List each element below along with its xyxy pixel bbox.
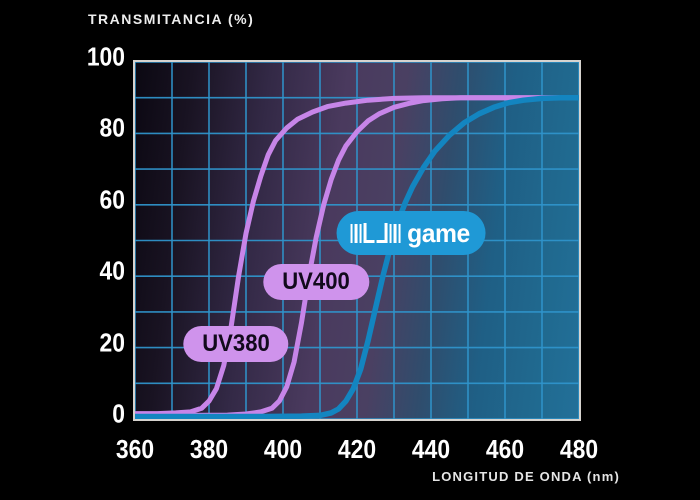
y-tick-label: 0 bbox=[112, 398, 125, 429]
y-tick-label: 40 bbox=[99, 255, 125, 286]
x-tick-label: 420 bbox=[337, 434, 377, 464]
x-tick-label: 440 bbox=[411, 434, 451, 464]
uvgame-badge: game bbox=[336, 211, 486, 256]
curve-uv380 bbox=[135, 95, 579, 417]
x-tick-label: 360 bbox=[115, 434, 155, 464]
curve-uv400 bbox=[135, 95, 579, 418]
uv380-badge: UV380 bbox=[183, 326, 289, 363]
plot-area: UV380 UV400 game bbox=[133, 60, 581, 421]
uv-barcode-icon bbox=[350, 222, 401, 243]
uv400-badge-label: UV400 bbox=[282, 267, 351, 295]
uv400-badge: UV400 bbox=[263, 263, 369, 300]
chart-title: TRANSMITANCIA (%) bbox=[88, 11, 255, 27]
x-tick-label: 480 bbox=[559, 434, 599, 464]
x-axis-label: LONGITUD DE ONDA (nm) bbox=[432, 469, 620, 484]
y-tick-label: 100 bbox=[86, 41, 125, 72]
x-tick-label: 400 bbox=[263, 434, 303, 464]
plot-svg bbox=[135, 62, 579, 419]
uv380-badge-label: UV380 bbox=[202, 330, 270, 358]
y-tick-label: 80 bbox=[99, 112, 125, 143]
uvgame-badge-label: game bbox=[406, 217, 470, 248]
x-tick-label: 380 bbox=[189, 434, 229, 464]
y-tick-label: 20 bbox=[99, 327, 125, 358]
y-tick-label: 60 bbox=[99, 184, 125, 215]
x-tick-label: 460 bbox=[485, 434, 525, 464]
grid-lines bbox=[135, 62, 579, 419]
